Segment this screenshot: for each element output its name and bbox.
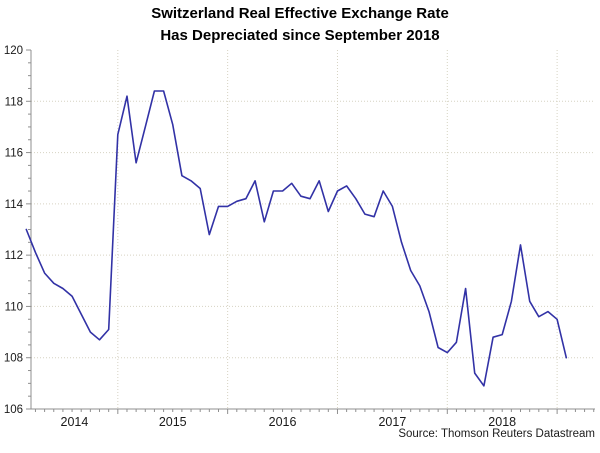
year-label: 2016 [269, 415, 297, 429]
axes [30, 50, 595, 410]
year-label: 2015 [159, 415, 187, 429]
chart-title-line1: Switzerland Real Effective Exchange Rate [151, 5, 449, 22]
y-tick-label: 116 [5, 148, 23, 160]
y-tick-label: 120 [4, 45, 23, 57]
y-ticks: 106 108 110 112 114 116 118 120 [4, 45, 31, 416]
year-label: 2017 [378, 415, 406, 429]
reer-line [25, 90, 568, 387]
y-tick-label: 110 [5, 301, 23, 313]
source-credit: Source: Thomson Reuters Datastream [398, 428, 595, 440]
y-tick-label: 112 [5, 250, 23, 262]
chart-title-line2: Has Depreciated since September 2018 [160, 27, 440, 44]
y-tick-label: 114 [5, 199, 24, 211]
y-tick-label: 118 [5, 96, 23, 108]
gridlines [31, 50, 595, 409]
y-tick-label: 106 [4, 404, 23, 416]
chart-title: Switzerland Real Effective Exchange Rate… [0, 3, 600, 47]
year-label: 2018 [488, 415, 516, 429]
x-ticks [34, 409, 595, 414]
year-label: 2014 [61, 415, 89, 429]
x-year-labels: 2014 2015 2016 2017 2018 [61, 415, 517, 429]
y-tick-label: 108 [4, 353, 23, 365]
